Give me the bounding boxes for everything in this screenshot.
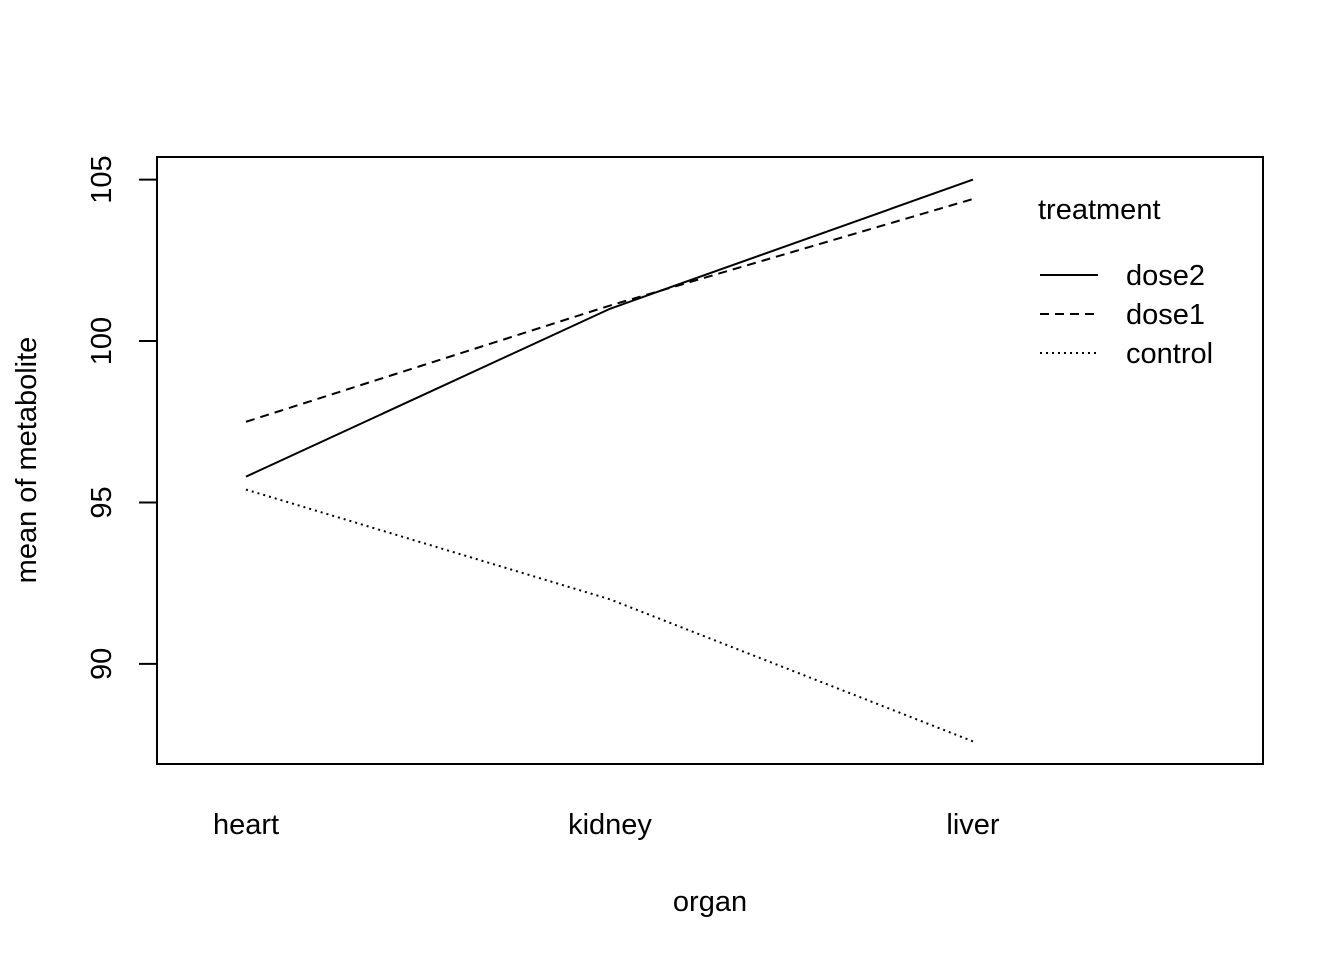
- y-tick-label: 105: [86, 155, 118, 203]
- x-tick-label: kidney: [568, 809, 652, 841]
- series-line-dose2: [245, 178, 974, 478]
- legend-label: control: [1126, 338, 1213, 370]
- y-axis-title: mean of metabolite: [11, 337, 43, 584]
- legend: treatment dose2 dose1 control: [1038, 194, 1213, 370]
- x-tick-label: heart: [213, 809, 279, 841]
- legend-label: dose1: [1126, 299, 1205, 331]
- x-axis-labels: heart kidney liver: [213, 809, 1000, 841]
- series-line-control: [245, 488, 974, 743]
- series-lines: [245, 178, 974, 743]
- series-line-dose1: [245, 198, 974, 423]
- y-tick-label: 90: [86, 648, 118, 680]
- x-axis-title: organ: [673, 886, 747, 918]
- x-tick-label: liver: [946, 809, 1000, 841]
- y-tick-label: 100: [86, 317, 118, 365]
- plot-frame: [156, 156, 1264, 765]
- y-tick-label: 95: [86, 486, 118, 518]
- y-axis: 90 95 100 105: [86, 155, 158, 680]
- legend-label: dose2: [1126, 260, 1205, 292]
- legend-title: treatment: [1038, 194, 1161, 226]
